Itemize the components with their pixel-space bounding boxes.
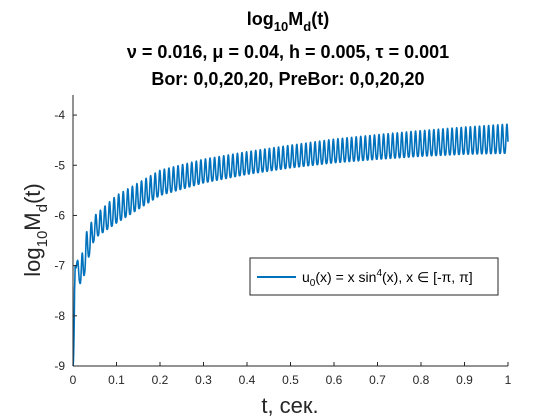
ylabel-log: log — [20, 247, 45, 276]
ylabel-m-sub: d — [34, 204, 51, 212]
ylabel-tail: (t) — [20, 183, 45, 204]
x-tick-label: 0 — [70, 373, 77, 387]
y-tick-label: -4 — [54, 108, 65, 122]
y-tick-label: -5 — [54, 158, 65, 172]
y-tick-label: -7 — [54, 259, 65, 273]
title-log-sub: 10 — [274, 19, 288, 34]
chart-title-line3: Bor: 0,0,20,20, PreBor: 0,0,20,20 — [151, 69, 424, 89]
legend: u0(x) = x sin4(x), x ∈ [-π, π] — [250, 258, 498, 295]
x-axis-label: t, сек. — [261, 393, 318, 418]
legend-p1: (x) = x sin — [315, 269, 376, 285]
x-tick-label: 0.4 — [239, 373, 256, 387]
x-tick-label: 0.7 — [369, 373, 386, 387]
chart-title-line1: log10Md(t) — [247, 9, 329, 34]
x-tick-label: 0.9 — [456, 373, 473, 387]
title-tail: (t) — [311, 9, 329, 29]
x-tick-label: 0.1 — [108, 373, 125, 387]
y-axis-label: log10Md(t) — [20, 183, 51, 276]
x-tick-label: 0.2 — [152, 373, 169, 387]
title-log: log — [247, 9, 274, 29]
ylabel-m: M — [20, 212, 45, 230]
title-m: M — [288, 9, 303, 29]
x-tick-label: 0.3 — [195, 373, 212, 387]
x-tick-label: 0.6 — [326, 373, 343, 387]
y-tick-label: -6 — [54, 208, 65, 222]
title-m-sub: d — [303, 19, 311, 34]
x-tick-label: 1 — [505, 373, 512, 387]
chart-title-line2: ν = 0.016, μ = 0.04, h = 0.005, τ = 0.00… — [127, 42, 449, 62]
legend-p2: (x), x ∈ [-π, π] — [382, 269, 473, 285]
y-tick-label: -8 — [54, 309, 65, 323]
legend-u: u — [302, 269, 310, 285]
y-tick-label: -9 — [54, 359, 65, 373]
ylabel-log-sub: 10 — [34, 231, 51, 248]
x-tick-label: 0.8 — [413, 373, 430, 387]
x-tick-label: 0.5 — [282, 373, 299, 387]
